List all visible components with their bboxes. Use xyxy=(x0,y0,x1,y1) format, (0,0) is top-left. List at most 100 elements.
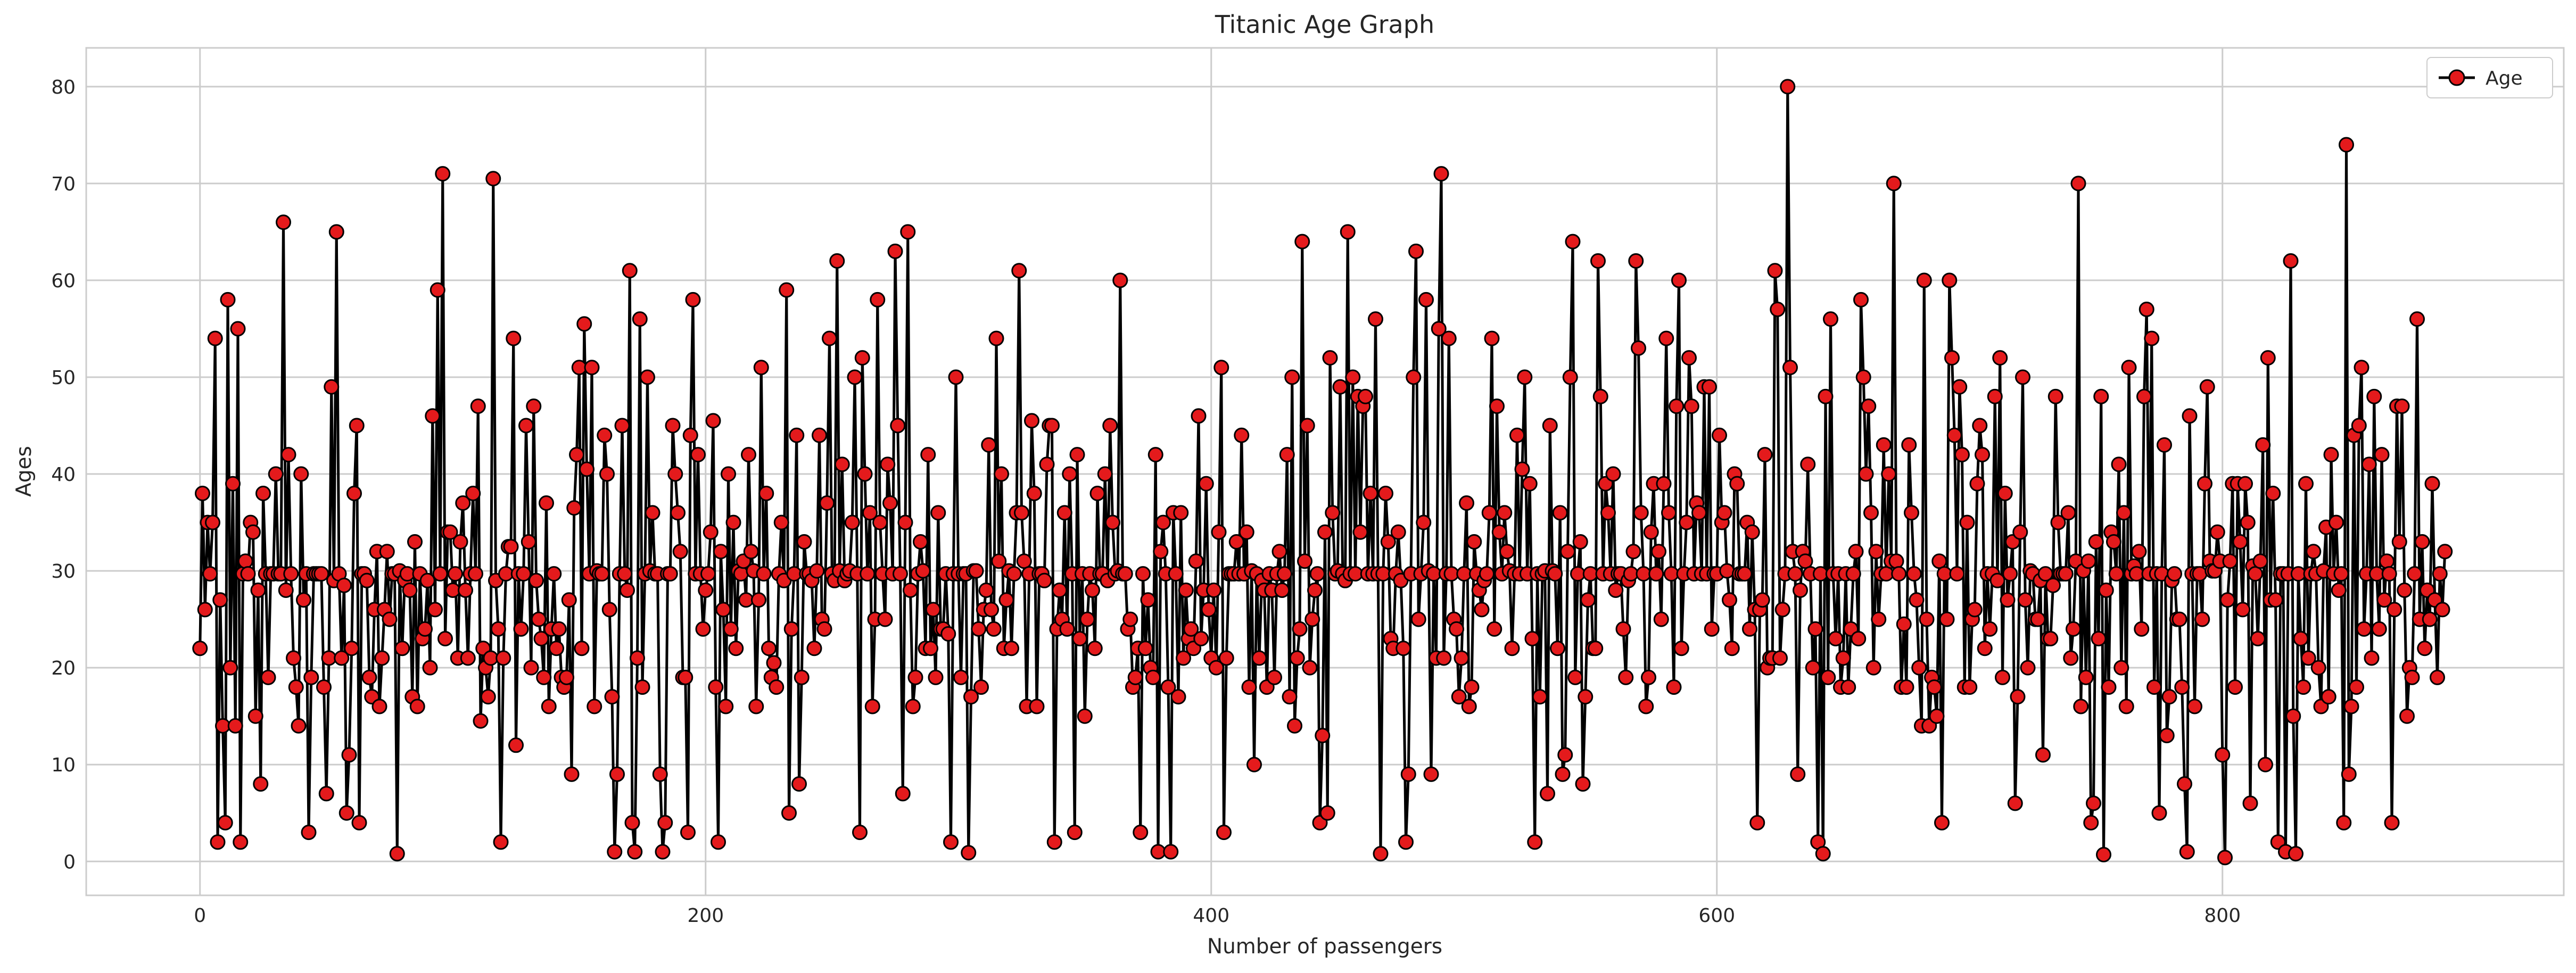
data-point xyxy=(460,650,476,666)
y-tick-label: 50 xyxy=(51,367,76,389)
data-point xyxy=(1418,292,1434,307)
data-point xyxy=(296,592,311,608)
data-point xyxy=(1056,505,1072,521)
data-point xyxy=(903,583,918,598)
data-point xyxy=(1509,427,1525,443)
data-point xyxy=(2376,592,2392,608)
data-point xyxy=(1163,844,1179,860)
data-point xyxy=(700,566,716,582)
data-point xyxy=(923,641,938,656)
data-point xyxy=(1062,466,1078,482)
data-point xyxy=(609,766,625,782)
data-point xyxy=(905,698,921,714)
data-point xyxy=(895,786,911,802)
data-point xyxy=(526,398,542,414)
data-point xyxy=(1724,641,1740,656)
data-point xyxy=(948,369,964,385)
data-point xyxy=(761,641,777,656)
data-point xyxy=(1410,611,1426,627)
data-point xyxy=(685,292,701,307)
data-point xyxy=(1942,272,1958,288)
data-point xyxy=(1679,514,1695,530)
data-point xyxy=(1972,418,1988,434)
data-point xyxy=(371,698,387,714)
data-point xyxy=(1729,476,1745,492)
data-point xyxy=(1749,814,1765,830)
data-point xyxy=(1552,505,1568,521)
data-point xyxy=(286,650,301,666)
data-point xyxy=(620,583,635,598)
data-point xyxy=(1673,641,1689,656)
data-point xyxy=(1754,592,1770,608)
data-point xyxy=(1398,834,1414,850)
data-point xyxy=(622,263,638,279)
data-point xyxy=(2434,602,2450,618)
data-point xyxy=(1390,524,1406,540)
data-point xyxy=(1975,447,1990,463)
data-point xyxy=(1790,766,1806,782)
data-point xyxy=(2121,360,2137,376)
data-point xyxy=(1443,566,1459,582)
data-point xyxy=(1648,566,1664,582)
data-point xyxy=(2387,602,2402,618)
data-point xyxy=(2007,795,2023,811)
data-point xyxy=(1315,728,1331,744)
data-point xyxy=(678,669,693,685)
y-tick-label: 80 xyxy=(51,77,76,98)
data-point xyxy=(854,350,870,366)
data-point xyxy=(493,834,509,850)
data-point xyxy=(1029,698,1045,714)
data-point xyxy=(1683,398,1699,414)
data-point xyxy=(1891,566,1907,582)
data-point xyxy=(809,563,825,579)
data-point xyxy=(2351,418,2367,434)
data-point xyxy=(427,602,443,618)
legend-box xyxy=(2426,57,2553,98)
data-point xyxy=(857,466,873,482)
data-point xyxy=(321,650,337,666)
data-point xyxy=(1578,689,1594,705)
data-point xyxy=(1178,583,1194,598)
data-point xyxy=(448,566,463,582)
data-point xyxy=(1345,369,1361,385)
data-point xyxy=(2232,534,2248,550)
data-point xyxy=(2060,505,2076,521)
data-point xyxy=(346,485,362,501)
data-point xyxy=(2422,611,2438,627)
data-point xyxy=(2050,514,2066,530)
data-point xyxy=(1828,631,1844,647)
data-point xyxy=(2219,592,2235,608)
data-point xyxy=(541,698,557,714)
data-point xyxy=(2336,814,2352,830)
data-point xyxy=(233,834,249,850)
data-point xyxy=(1542,418,1558,434)
data-point xyxy=(465,485,481,501)
data-point xyxy=(566,500,582,516)
data-point xyxy=(2045,577,2061,593)
data-point xyxy=(551,621,567,637)
data-point xyxy=(1820,669,1836,685)
data-point xyxy=(1954,447,1970,463)
data-point xyxy=(781,805,797,821)
data-point xyxy=(2215,747,2231,763)
data-point xyxy=(680,825,696,841)
data-point xyxy=(943,834,959,850)
data-point xyxy=(1643,524,1659,540)
data-point xyxy=(1072,631,1088,647)
data-point xyxy=(328,224,344,240)
data-point xyxy=(2430,669,2445,685)
data-point xyxy=(195,485,210,501)
data-point xyxy=(1449,621,1464,637)
data-point xyxy=(1582,566,1598,582)
data-point xyxy=(1137,641,1153,656)
data-point xyxy=(220,292,236,307)
data-point xyxy=(930,505,946,521)
data-point xyxy=(2063,650,2079,666)
data-point xyxy=(1969,476,1985,492)
data-point xyxy=(1150,844,1166,860)
data-point xyxy=(829,253,845,269)
data-point xyxy=(1408,243,1424,259)
data-point xyxy=(769,679,785,695)
data-point xyxy=(1145,669,1161,685)
data-point xyxy=(2310,660,2326,676)
